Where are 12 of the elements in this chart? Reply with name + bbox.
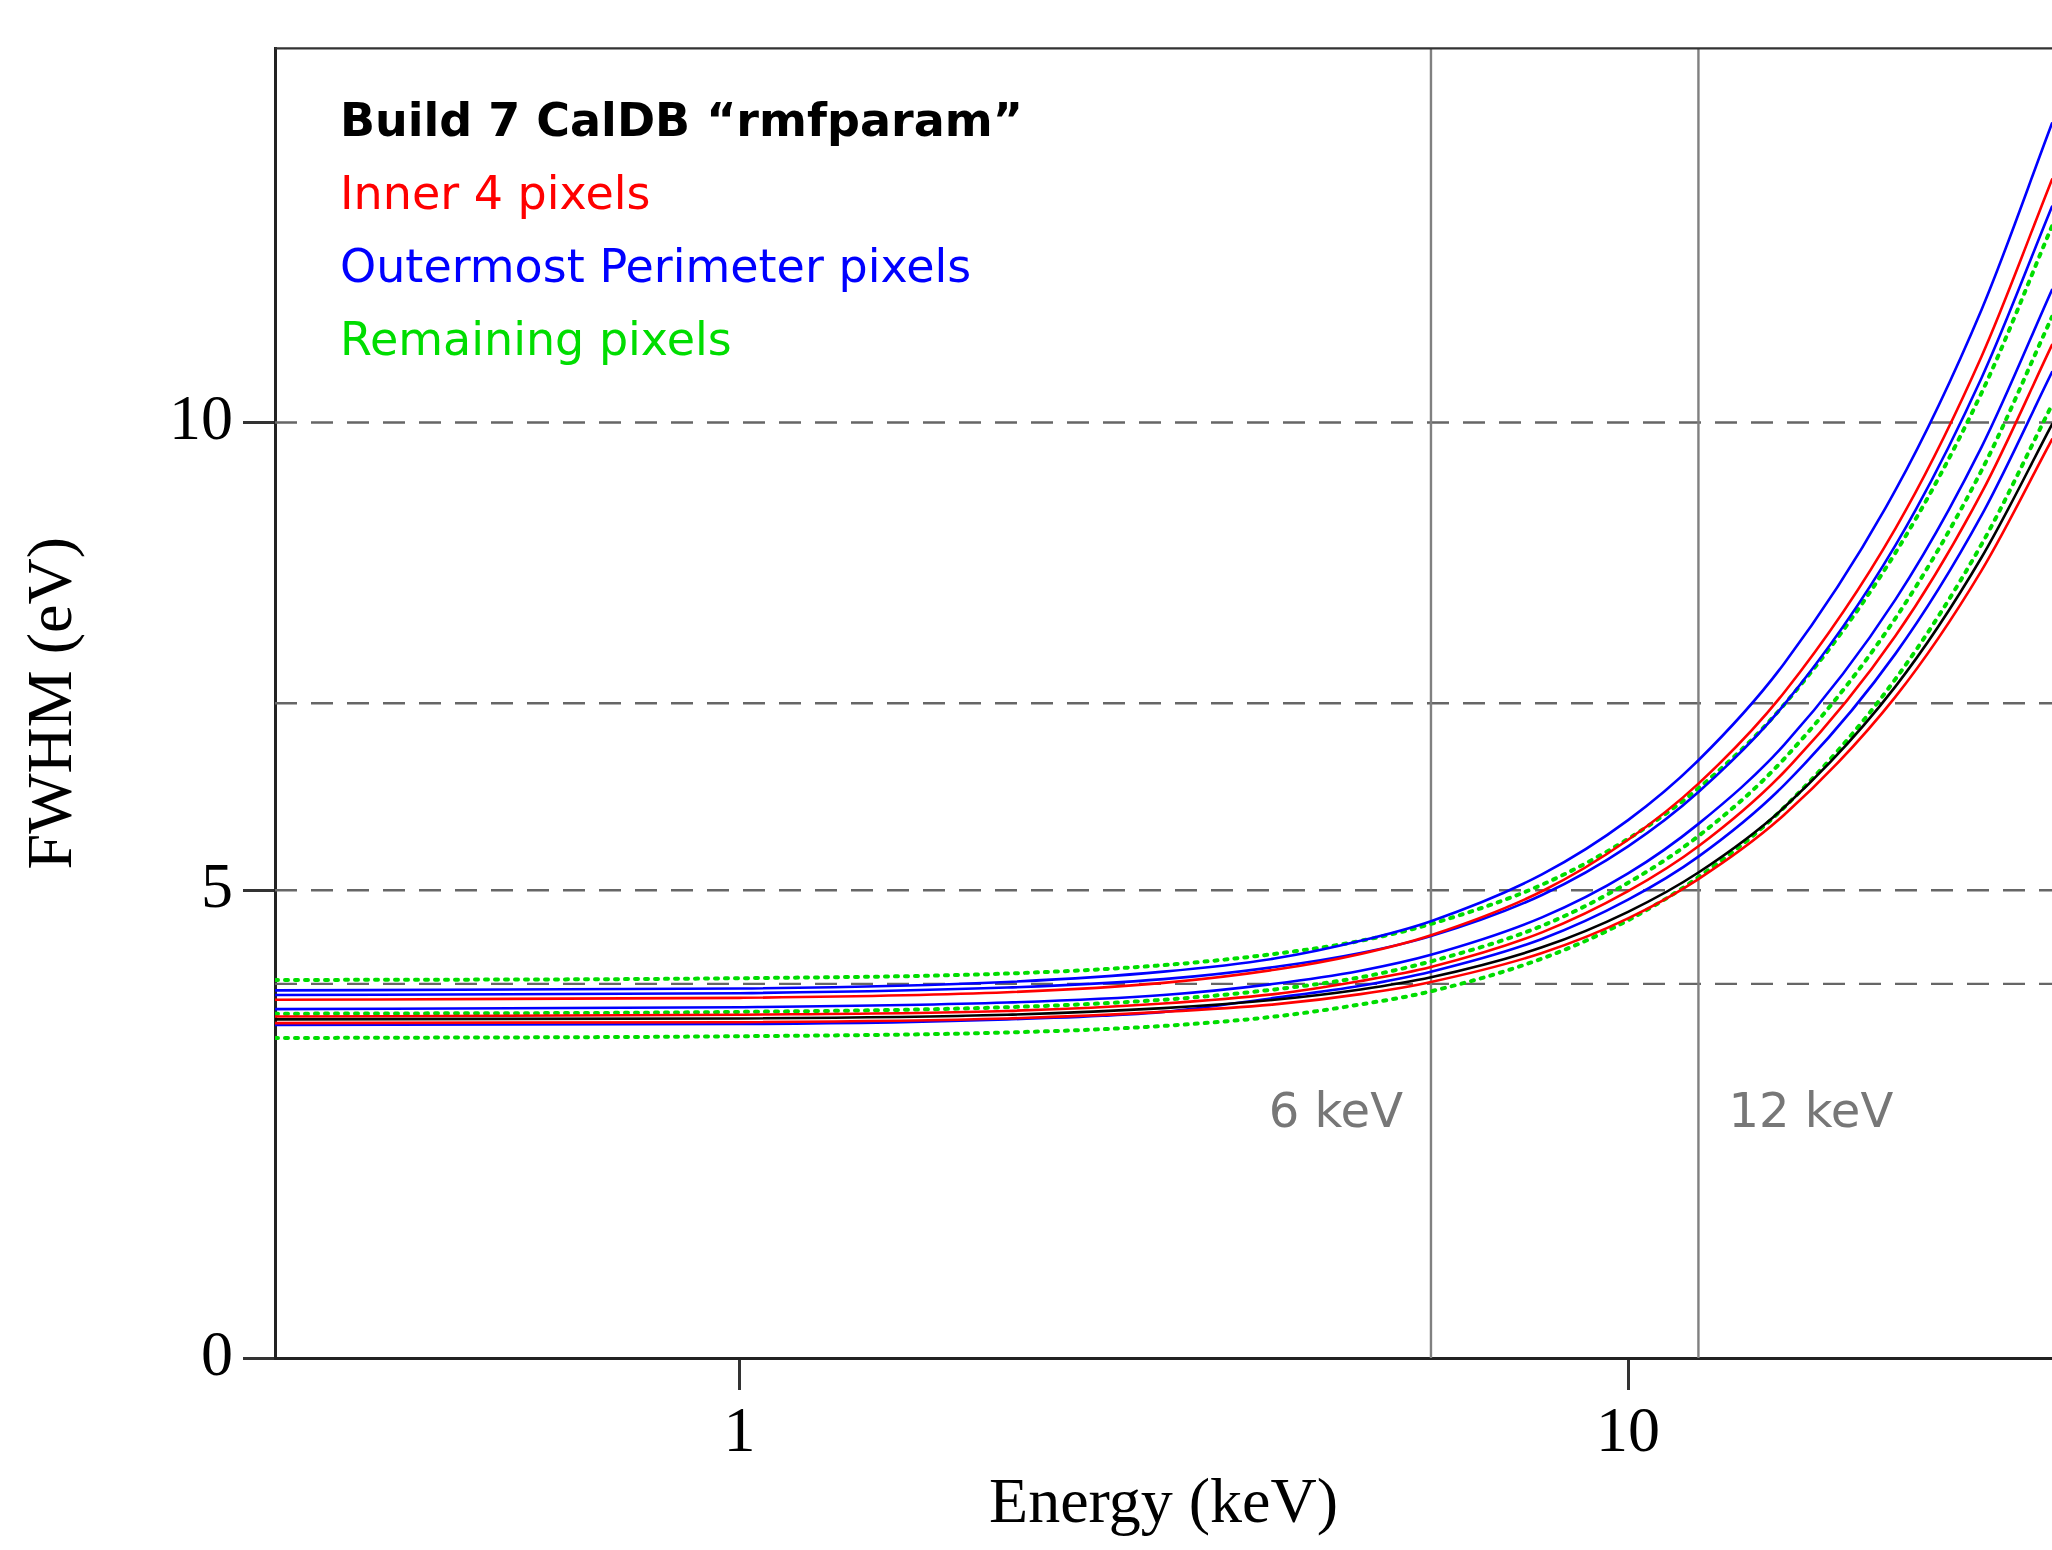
ref-line-label: 6 keV bbox=[1268, 1082, 1404, 1139]
text: Inner 4 pixels bbox=[340, 165, 652, 222]
x-axis-title: Energy (keV) bbox=[989, 1465, 1338, 1537]
ref-line-label: 12 keV bbox=[1728, 1082, 1894, 1139]
y-tick-label: 5 bbox=[201, 850, 233, 922]
y-axis-title: FWHM (eV) bbox=[14, 537, 86, 870]
text: Outermost Perimeter pixels bbox=[340, 238, 973, 295]
text: Remaining pixels bbox=[340, 311, 733, 368]
x-tick-label: 1 bbox=[723, 1394, 756, 1466]
y-tick-label: 10 bbox=[169, 382, 233, 454]
y-tick-label: 0 bbox=[201, 1317, 233, 1389]
text: Build 7 CalDB “rmfparam” bbox=[340, 92, 1023, 149]
